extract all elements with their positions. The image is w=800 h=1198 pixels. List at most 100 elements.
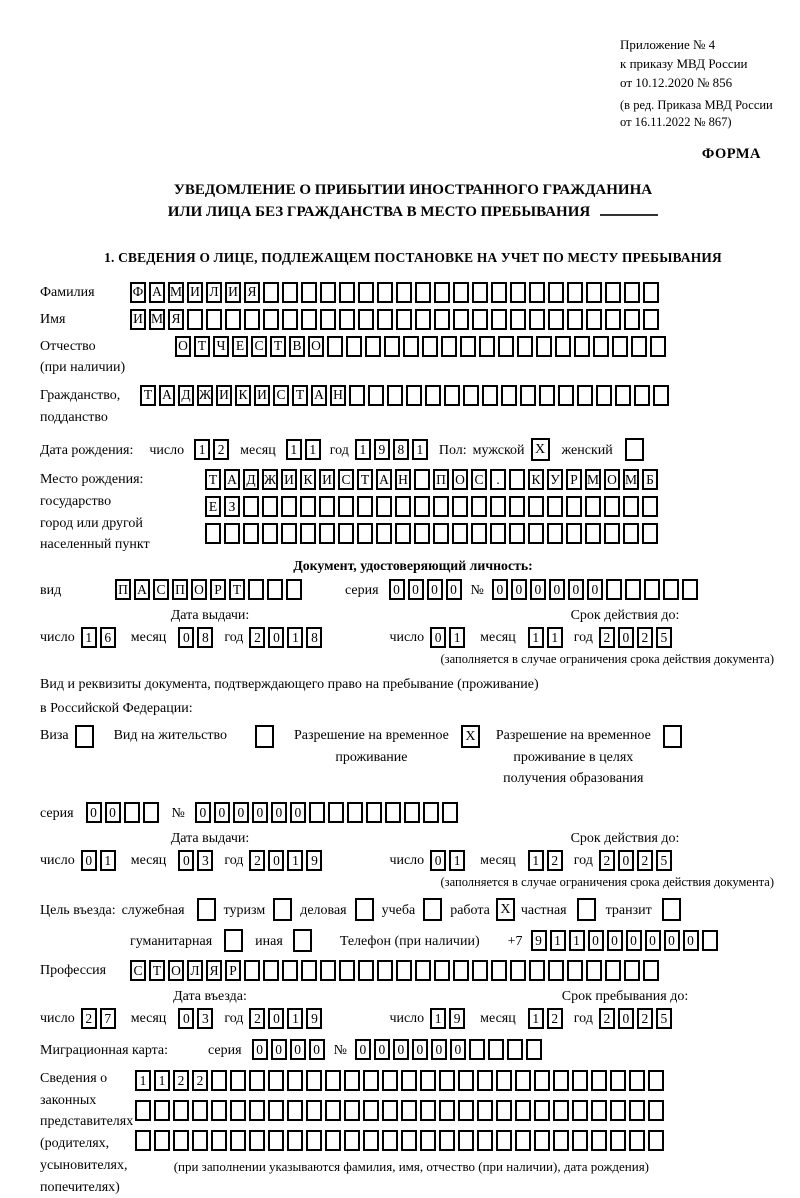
char-cell[interactable]: 9 — [306, 850, 323, 872]
char-cell[interactable] — [319, 523, 335, 545]
char-cell[interactable] — [415, 308, 431, 330]
char-cell[interactable] — [325, 1070, 341, 1092]
char-cell[interactable]: Л — [206, 281, 222, 303]
char-cell[interactable]: 1 — [411, 439, 428, 461]
char-cell[interactable] — [572, 1100, 588, 1122]
char-cell[interactable] — [586, 960, 602, 982]
char-cell[interactable] — [415, 960, 431, 982]
char-cell[interactable] — [420, 1070, 436, 1092]
char-cell[interactable] — [439, 1100, 455, 1122]
char-cell[interactable] — [434, 281, 450, 303]
char-cell[interactable] — [286, 579, 302, 601]
char-cell[interactable]: Е — [205, 496, 221, 518]
char-cell[interactable]: М — [168, 281, 184, 303]
char-cell[interactable]: Ж — [197, 384, 213, 406]
char-cell[interactable]: С — [130, 960, 146, 982]
char-cell[interactable] — [287, 1130, 303, 1152]
char-cell[interactable] — [320, 960, 336, 982]
char-cell[interactable]: 9 — [530, 930, 547, 952]
char-cell[interactable]: 0 — [388, 579, 405, 601]
char-cell[interactable]: 9 — [373, 439, 390, 461]
char-cell[interactable]: Д — [178, 384, 194, 406]
char-cell[interactable] — [420, 1100, 436, 1122]
char-cell[interactable]: 0 — [445, 579, 462, 601]
char-cell[interactable]: 2 — [636, 1008, 653, 1030]
char-cell[interactable]: 2 — [249, 627, 266, 649]
char-cell[interactable]: 0 — [178, 1008, 195, 1030]
char-cell[interactable] — [487, 1039, 504, 1061]
char-cell[interactable] — [339, 960, 355, 982]
char-cell[interactable] — [344, 1100, 360, 1122]
visa-checkbox[interactable] — [74, 725, 94, 749]
char-cell[interactable] — [585, 523, 601, 545]
char-cell[interactable] — [206, 308, 222, 330]
char-cell[interactable] — [634, 384, 650, 406]
char-cell[interactable] — [225, 308, 241, 330]
char-cell[interactable] — [577, 384, 593, 406]
char-cell[interactable] — [566, 523, 582, 545]
char-cell[interactable] — [529, 308, 545, 330]
char-cell[interactable]: 0 — [587, 930, 604, 952]
char-cell[interactable]: И — [319, 469, 335, 491]
char-cell[interactable]: 0 — [567, 579, 584, 601]
char-cell[interactable] — [479, 335, 495, 357]
char-cell[interactable]: 2 — [80, 1008, 97, 1030]
char-cell[interactable]: 1 — [568, 930, 585, 952]
char-cell[interactable] — [349, 384, 365, 406]
char-cell[interactable] — [173, 1130, 189, 1152]
char-cell[interactable] — [567, 281, 583, 303]
char-cell[interactable]: Н — [330, 384, 346, 406]
char-cell[interactable] — [365, 335, 381, 357]
char-cell[interactable] — [528, 496, 544, 518]
char-cell[interactable] — [401, 1070, 417, 1092]
char-cell[interactable] — [382, 1070, 398, 1092]
char-cell[interactable]: 1 — [135, 1070, 151, 1092]
char-cell[interactable]: 1 — [430, 1008, 447, 1030]
char-cell[interactable] — [472, 308, 488, 330]
char-cell[interactable] — [376, 523, 392, 545]
char-cell[interactable] — [396, 281, 412, 303]
char-cell[interactable]: 6 — [99, 627, 116, 649]
char-cell[interactable] — [382, 1130, 398, 1152]
char-cell[interactable] — [548, 281, 564, 303]
char-cell[interactable]: О — [308, 335, 324, 357]
char-cell[interactable] — [515, 1070, 531, 1092]
char-cell[interactable] — [262, 496, 278, 518]
char-cell[interactable]: 0 — [644, 930, 661, 952]
char-cell[interactable] — [327, 802, 344, 824]
char-cell[interactable] — [452, 523, 468, 545]
char-cell[interactable] — [205, 523, 221, 545]
char-cell[interactable]: 0 — [194, 802, 211, 824]
char-cell[interactable] — [154, 1100, 170, 1122]
char-cell[interactable] — [585, 496, 601, 518]
char-cell[interactable] — [572, 1070, 588, 1092]
char-cell[interactable]: 1 — [304, 439, 321, 461]
purpose-study-checkbox[interactable] — [423, 898, 443, 922]
char-cell[interactable]: И — [130, 308, 146, 330]
char-cell[interactable] — [211, 1100, 227, 1122]
char-cell[interactable]: 2 — [213, 439, 230, 461]
char-cell[interactable] — [282, 281, 298, 303]
char-cell[interactable] — [281, 523, 297, 545]
char-cell[interactable] — [368, 384, 384, 406]
char-cell[interactable]: М — [149, 308, 165, 330]
char-cell[interactable] — [211, 1070, 227, 1092]
char-cell[interactable]: 1 — [527, 627, 544, 649]
char-cell[interactable] — [301, 281, 317, 303]
char-cell[interactable] — [624, 308, 640, 330]
char-cell[interactable] — [422, 335, 438, 357]
char-cell[interactable] — [643, 281, 659, 303]
char-cell[interactable]: 2 — [249, 850, 266, 872]
char-cell[interactable] — [506, 1039, 523, 1061]
char-cell[interactable] — [142, 802, 159, 824]
char-cell[interactable] — [434, 960, 450, 982]
char-cell[interactable]: 0 — [373, 1039, 390, 1061]
char-cell[interactable] — [701, 930, 718, 952]
char-cell[interactable]: 2 — [546, 850, 563, 872]
char-cell[interactable] — [338, 496, 354, 518]
char-cell[interactable] — [471, 496, 487, 518]
female-checkbox[interactable] — [624, 438, 644, 462]
char-cell[interactable] — [610, 1070, 626, 1092]
char-cell[interactable] — [422, 802, 439, 824]
char-cell[interactable] — [490, 496, 506, 518]
